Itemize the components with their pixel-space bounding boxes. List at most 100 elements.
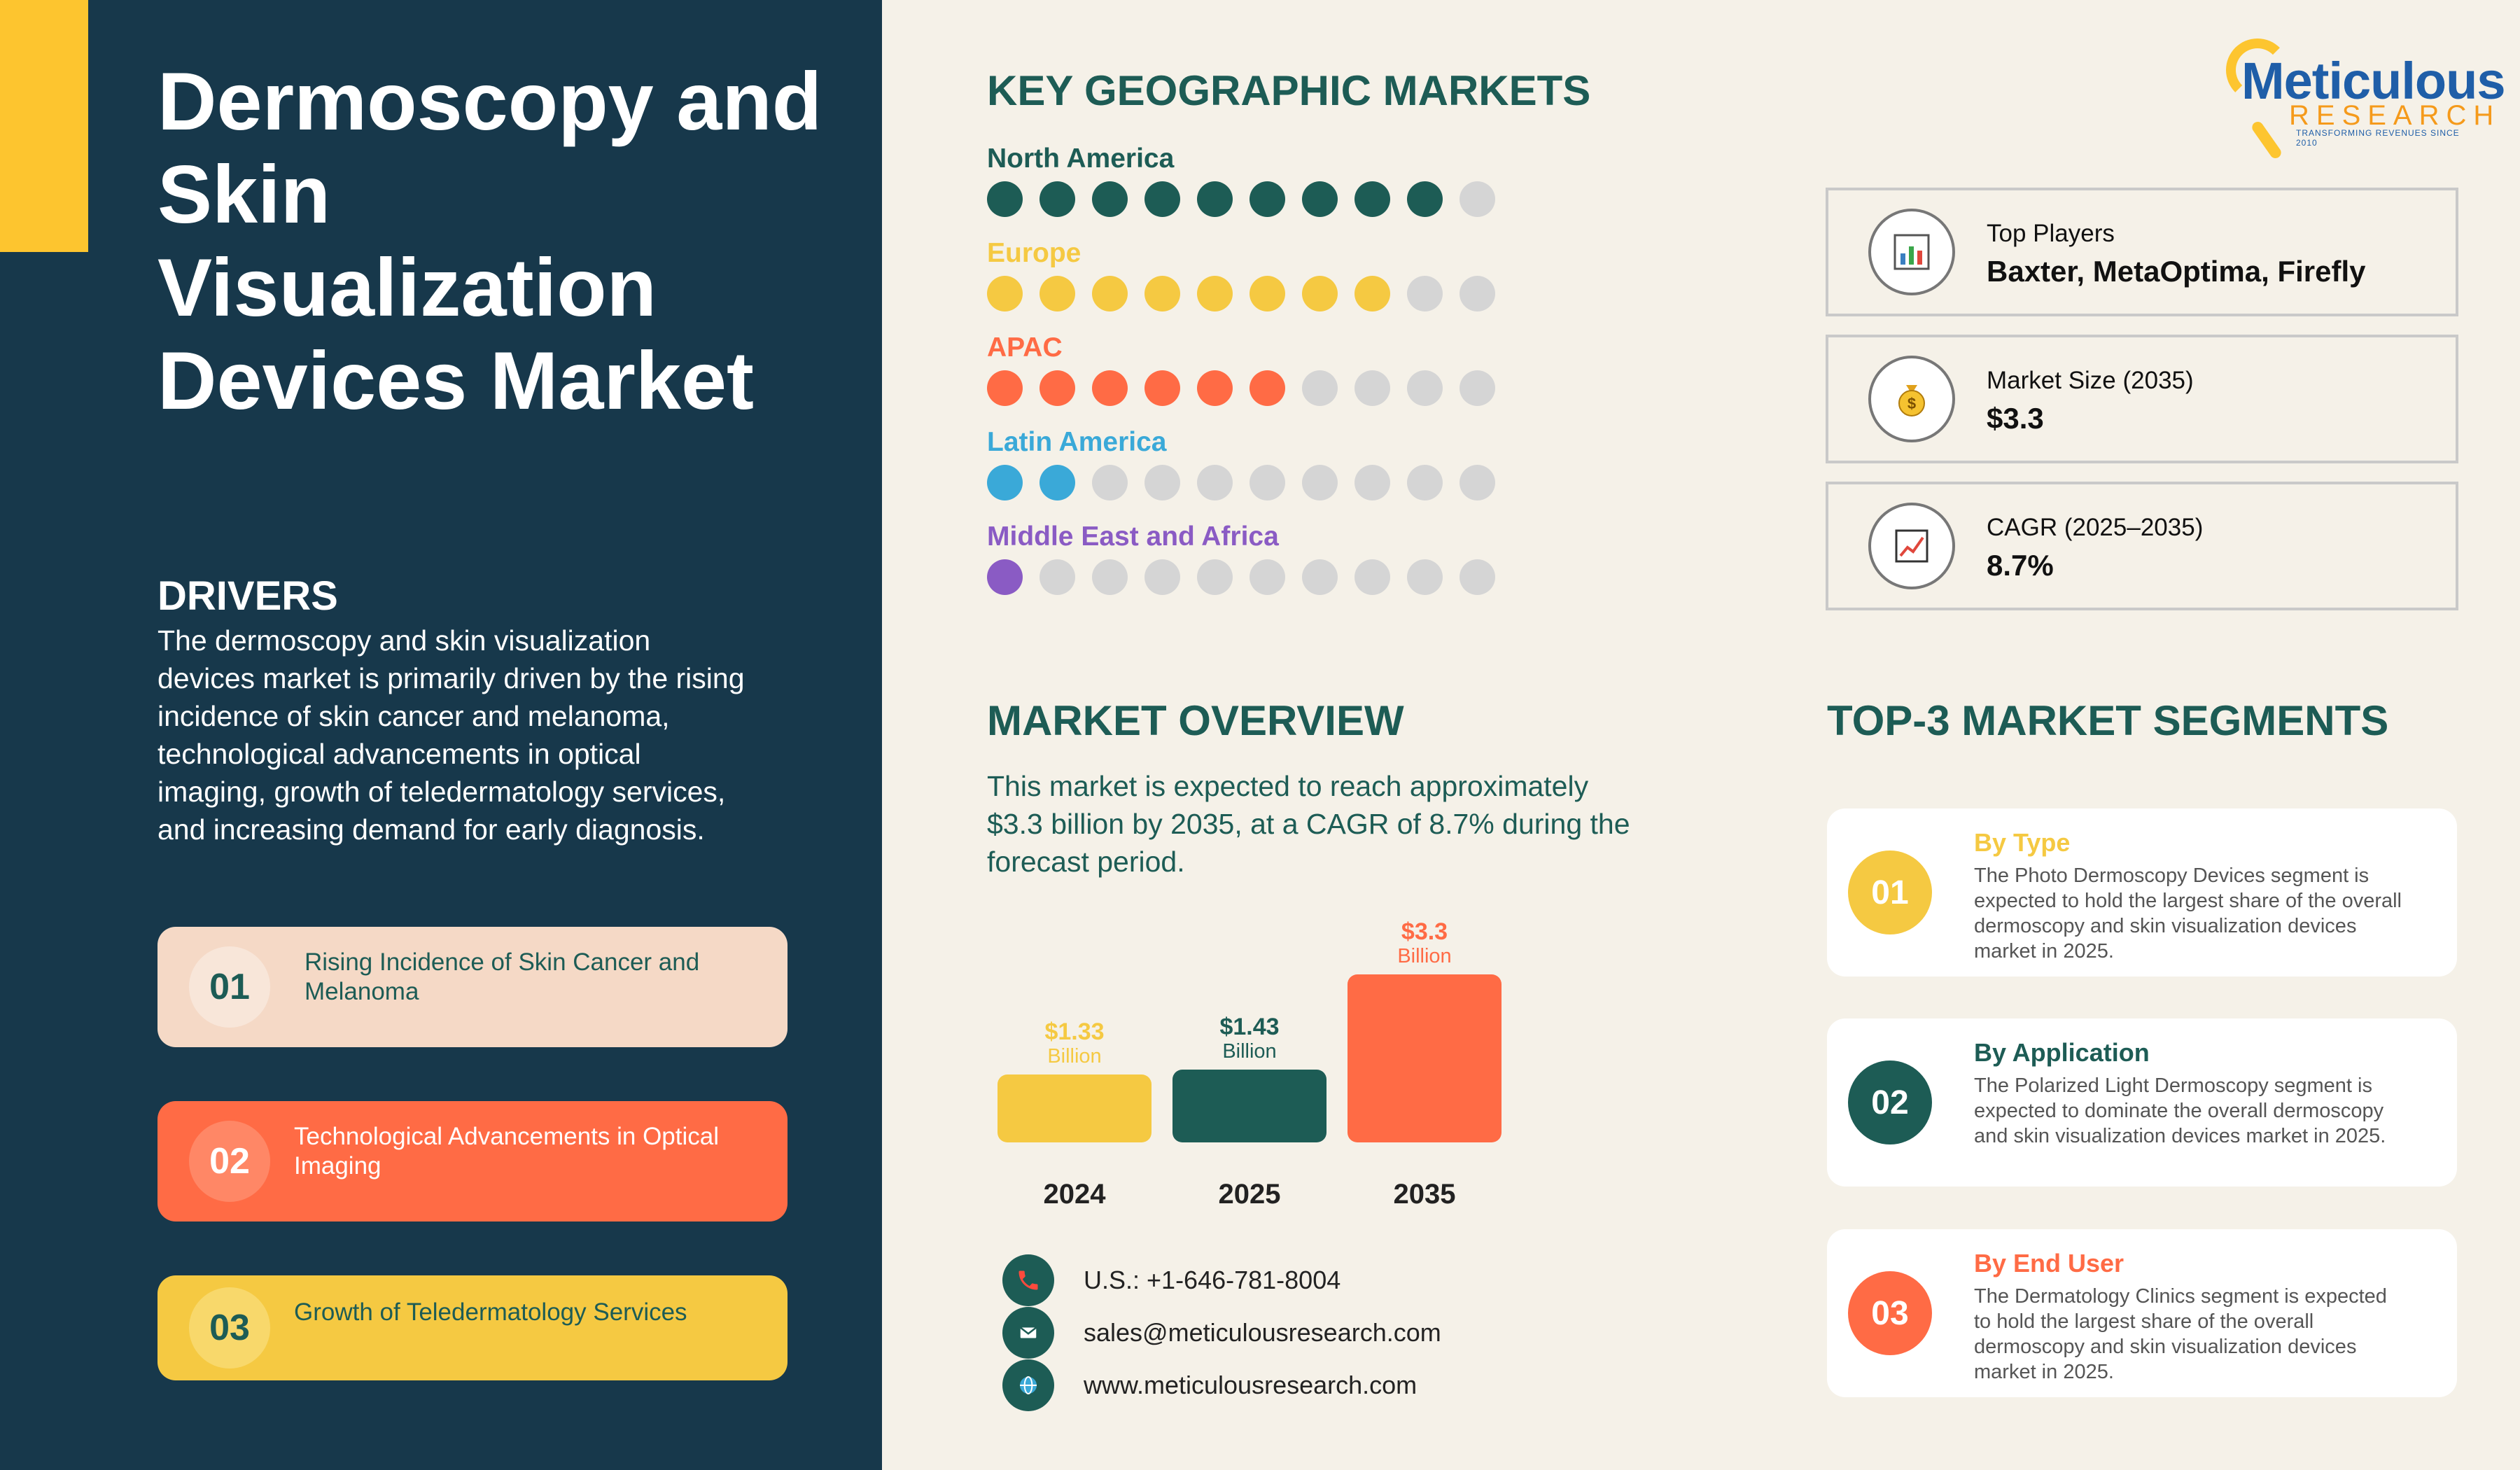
drivers-text: The dermoscopy and skin visualization de… — [158, 624, 745, 846]
empty-dot — [1092, 559, 1128, 595]
logo-sub: RESEARCH — [2289, 100, 2501, 131]
empty-dot — [1197, 465, 1233, 500]
filled-dot — [1144, 276, 1180, 312]
region-name: Europe — [987, 238, 1082, 268]
empty-dot — [1250, 465, 1285, 500]
filled-dot — [1144, 370, 1180, 406]
drivers-heading: DRIVERS — [158, 573, 338, 619]
filled-dot — [1092, 276, 1128, 312]
empty-dot — [1407, 276, 1443, 312]
logo-handle — [2250, 119, 2283, 161]
segment-title: By Application — [1974, 1038, 2150, 1067]
empty-dot — [1354, 559, 1390, 595]
filled-dot — [1197, 276, 1233, 312]
segment-number: 02 — [1848, 1060, 1932, 1144]
bar-value-label: $1.33 — [1044, 1018, 1105, 1045]
filled-dot — [1040, 370, 1075, 406]
website-text: www.meticulousresearch.com — [1084, 1371, 1418, 1399]
info-value: 8.7% — [1987, 549, 2054, 582]
region-dots — [987, 370, 1495, 406]
info-box-top-players: Top Players Baxter, MetaOptima, Firefly — [1826, 188, 2458, 316]
contact-phone[interactable]: U.S.: +1-646-781-8004 — [1002, 1254, 1340, 1306]
bar-chart-icon — [1868, 209, 1955, 295]
filled-dot — [1302, 181, 1338, 217]
filled-dot — [987, 276, 1023, 312]
region-row: Europe — [987, 238, 1495, 312]
region-row: APAC — [987, 332, 1495, 406]
empty-dot — [1354, 370, 1390, 406]
filled-dot — [1197, 370, 1233, 406]
filled-dot — [1040, 276, 1075, 312]
region-row: Middle East and Africa — [987, 522, 1495, 595]
empty-dot — [1302, 465, 1338, 500]
empty-dot — [1460, 276, 1495, 312]
region-name: Middle East and Africa — [987, 522, 1279, 552]
segment-number: 03 — [1848, 1271, 1932, 1355]
region-dots — [987, 559, 1495, 595]
bar-category-label: 2025 — [1218, 1179, 1281, 1210]
trend-chart-icon — [1868, 503, 1955, 589]
bar-category-label: 2024 — [1043, 1179, 1106, 1210]
filled-dot — [987, 181, 1023, 217]
region-row: North America — [987, 144, 1495, 217]
empty-dot — [1302, 370, 1338, 406]
region-row: Latin America — [987, 427, 1495, 500]
driver-label: Growth of Teledermatology Services — [294, 1298, 687, 1326]
contact-website[interactable]: www.meticulousresearch.com — [1002, 1359, 1417, 1411]
filled-dot — [1040, 465, 1075, 500]
info-value: $3.3 — [1987, 402, 2044, 435]
region-dots — [987, 465, 1495, 500]
filled-dot — [1250, 276, 1285, 312]
bar-unit-label: Billion — [1222, 1040, 1277, 1063]
empty-dot — [1460, 181, 1495, 217]
empty-dot — [1144, 465, 1180, 500]
bar-unit-label: Billion — [1397, 945, 1452, 967]
empty-dot — [1144, 559, 1180, 595]
driver-label: Rising Incidence of Skin Cancer and Mela… — [304, 948, 700, 1005]
info-label: Top Players — [1987, 220, 2115, 247]
empty-dot — [1407, 370, 1443, 406]
filled-dot — [1250, 370, 1285, 406]
empty-dot — [1040, 559, 1075, 595]
segment-description: The Dermatology Clinics segment is expec… — [1974, 1285, 2387, 1383]
filled-dot — [1407, 181, 1443, 217]
phone-icon — [1002, 1254, 1054, 1306]
region-name: North America — [987, 144, 1175, 174]
svg-text:$: $ — [1907, 395, 1916, 412]
filled-dot — [987, 370, 1023, 406]
region-name: APAC — [987, 332, 1063, 363]
segment-description: The Polarized Light Dermoscopy segment i… — [1974, 1074, 2386, 1147]
filled-dot — [1354, 181, 1390, 217]
globe-icon — [1002, 1359, 1054, 1411]
contact-email[interactable]: sales@meticulousresearch.com — [1002, 1307, 1441, 1359]
driver-number: 02 — [189, 1121, 270, 1202]
segment-title: By End User — [1974, 1249, 2124, 1278]
email-text: sales@meticulousresearch.com — [1084, 1318, 1441, 1347]
empty-dot — [1407, 559, 1443, 595]
logo-tagline: TRANSFORMING REVENUES SINCE 2010 — [2296, 128, 2460, 148]
segment-number: 01 — [1848, 850, 1932, 934]
company-logo: Meticulous RESEARCH TRANSFORMING REVENUE… — [2226, 38, 2505, 161]
filled-dot — [1092, 370, 1128, 406]
empty-dot — [1092, 465, 1128, 500]
geo-heading: KEY GEOGRAPHIC MARKETS — [987, 67, 1591, 114]
filled-dot — [987, 465, 1023, 500]
empty-dot — [1250, 559, 1285, 595]
phone-text: U.S.: +1-646-781-8004 — [1084, 1266, 1341, 1294]
empty-dot — [1354, 465, 1390, 500]
bar-2024 — [997, 1074, 1152, 1142]
filled-dot — [1092, 181, 1128, 217]
filled-dot — [1250, 181, 1285, 217]
driver-number: 01 — [189, 946, 270, 1028]
bar-2035 — [1348, 974, 1502, 1142]
region-dots — [987, 181, 1495, 217]
driver-card-2: 02 Technological Advancements in Optical… — [158, 1101, 788, 1222]
money-bag-icon: $ — [1868, 356, 1955, 442]
segment-card-1: 01 By Type The Photo Dermoscopy Devices … — [1827, 808, 2457, 976]
bar-category-label: 2035 — [1393, 1179, 1456, 1210]
region-name: Latin America — [987, 427, 1167, 457]
accent-block — [0, 0, 88, 252]
left-panel: Dermoscopy and Skin Visualization Device… — [0, 0, 882, 1470]
page-title: Dermoscopy and Skin Visualization Device… — [158, 55, 822, 426]
bar-unit-label: Billion — [1047, 1045, 1102, 1068]
